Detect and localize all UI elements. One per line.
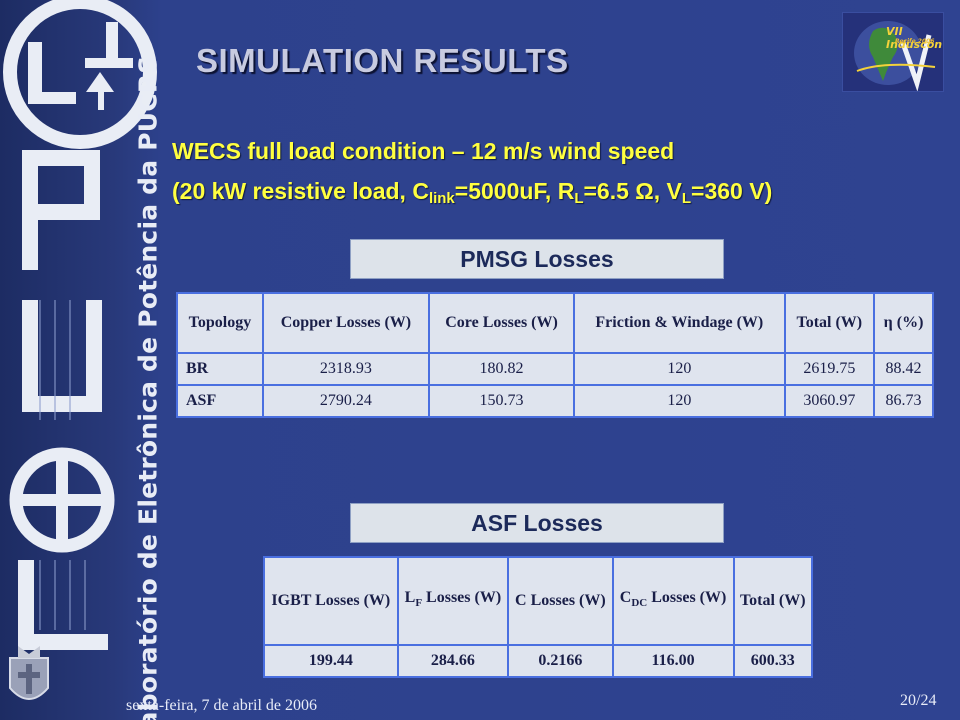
table-cell: 120 (573, 384, 786, 418)
asf-losses-table: IGBT Losses (W) LF Losses (W) C Losses (… (263, 556, 814, 678)
table-cell: BR (176, 352, 264, 386)
pmsg-losses-label: PMSG Losses (350, 239, 724, 279)
header-cdc-losses: CDC Losses (W) (611, 556, 735, 646)
header-core-losses: Core Losses (W) (427, 292, 576, 354)
table-header-row: IGBT Losses (W) LF Losses (W) C Losses (… (263, 556, 814, 646)
table-cell: 2619.75 (783, 352, 876, 386)
page-title: SIMULATION RESULTS (196, 42, 569, 79)
conference-name: VII Induscon (886, 25, 943, 51)
asf-losses-label: ASF Losses (350, 503, 724, 543)
subtitle-line-2: (20 kW resistive load, Clink=5000uF, RL=… (172, 178, 773, 207)
table-cell: 86.73 (873, 384, 934, 418)
page-number: 20/24 (900, 692, 937, 709)
table-cell: 88.42 (873, 352, 934, 386)
subtitle-line-1: WECS full load condition – 12 m/s wind s… (172, 138, 675, 164)
table-cell: 600.33 (732, 644, 814, 678)
header-efficiency: η (%) (873, 292, 934, 354)
header-copper-losses: Copper Losses (W) (261, 292, 431, 354)
table-cell: 3060.97 (783, 384, 876, 418)
header-total: Total (W) (783, 292, 876, 354)
table-cell: 0.2166 (507, 644, 614, 678)
table-cell: 116.00 (611, 644, 735, 678)
conference-logo: VII Induscon Recife 2006 (842, 12, 944, 92)
header-total: Total (W) (732, 556, 814, 646)
table-row: ASF 2790.24 150.73 120 3060.97 86.73 (176, 384, 934, 418)
table-cell: 284.66 (396, 644, 510, 678)
table-row: 199.44 284.66 0.2166 116.00 600.33 (263, 644, 814, 678)
table-cell: 2790.24 (261, 384, 431, 418)
table-header-row: Topology Copper Losses (W) Core Losses (… (176, 292, 934, 354)
header-c-losses: C Losses (W) (507, 556, 614, 646)
header-topology: Topology (176, 292, 264, 354)
table-row: BR 2318.93 180.82 120 2619.75 88.42 (176, 352, 934, 386)
header-friction-windage: Friction & Windage (W) (573, 292, 786, 354)
conference-place: Recife 2006 (895, 38, 935, 45)
header-igbt-losses: IGBT Losses (W) (263, 556, 399, 646)
table-cell: 199.44 (263, 644, 399, 678)
footer-date: sexta-feira, 7 de abril de 2006 (126, 697, 318, 714)
table-cell: ASF (176, 384, 264, 418)
table-cell: 150.73 (427, 384, 576, 418)
table-cell: 180.82 (427, 352, 576, 386)
table-cell: 120 (573, 352, 786, 386)
crest-icon (9, 646, 49, 700)
table-cell: 2318.93 (261, 352, 431, 386)
pmsg-losses-table: Topology Copper Losses (W) Core Losses (… (176, 292, 934, 418)
header-lf-losses: LF Losses (W) (396, 556, 510, 646)
globe-icon (854, 21, 936, 92)
lepuc-logo-graphic (3, 0, 157, 650)
